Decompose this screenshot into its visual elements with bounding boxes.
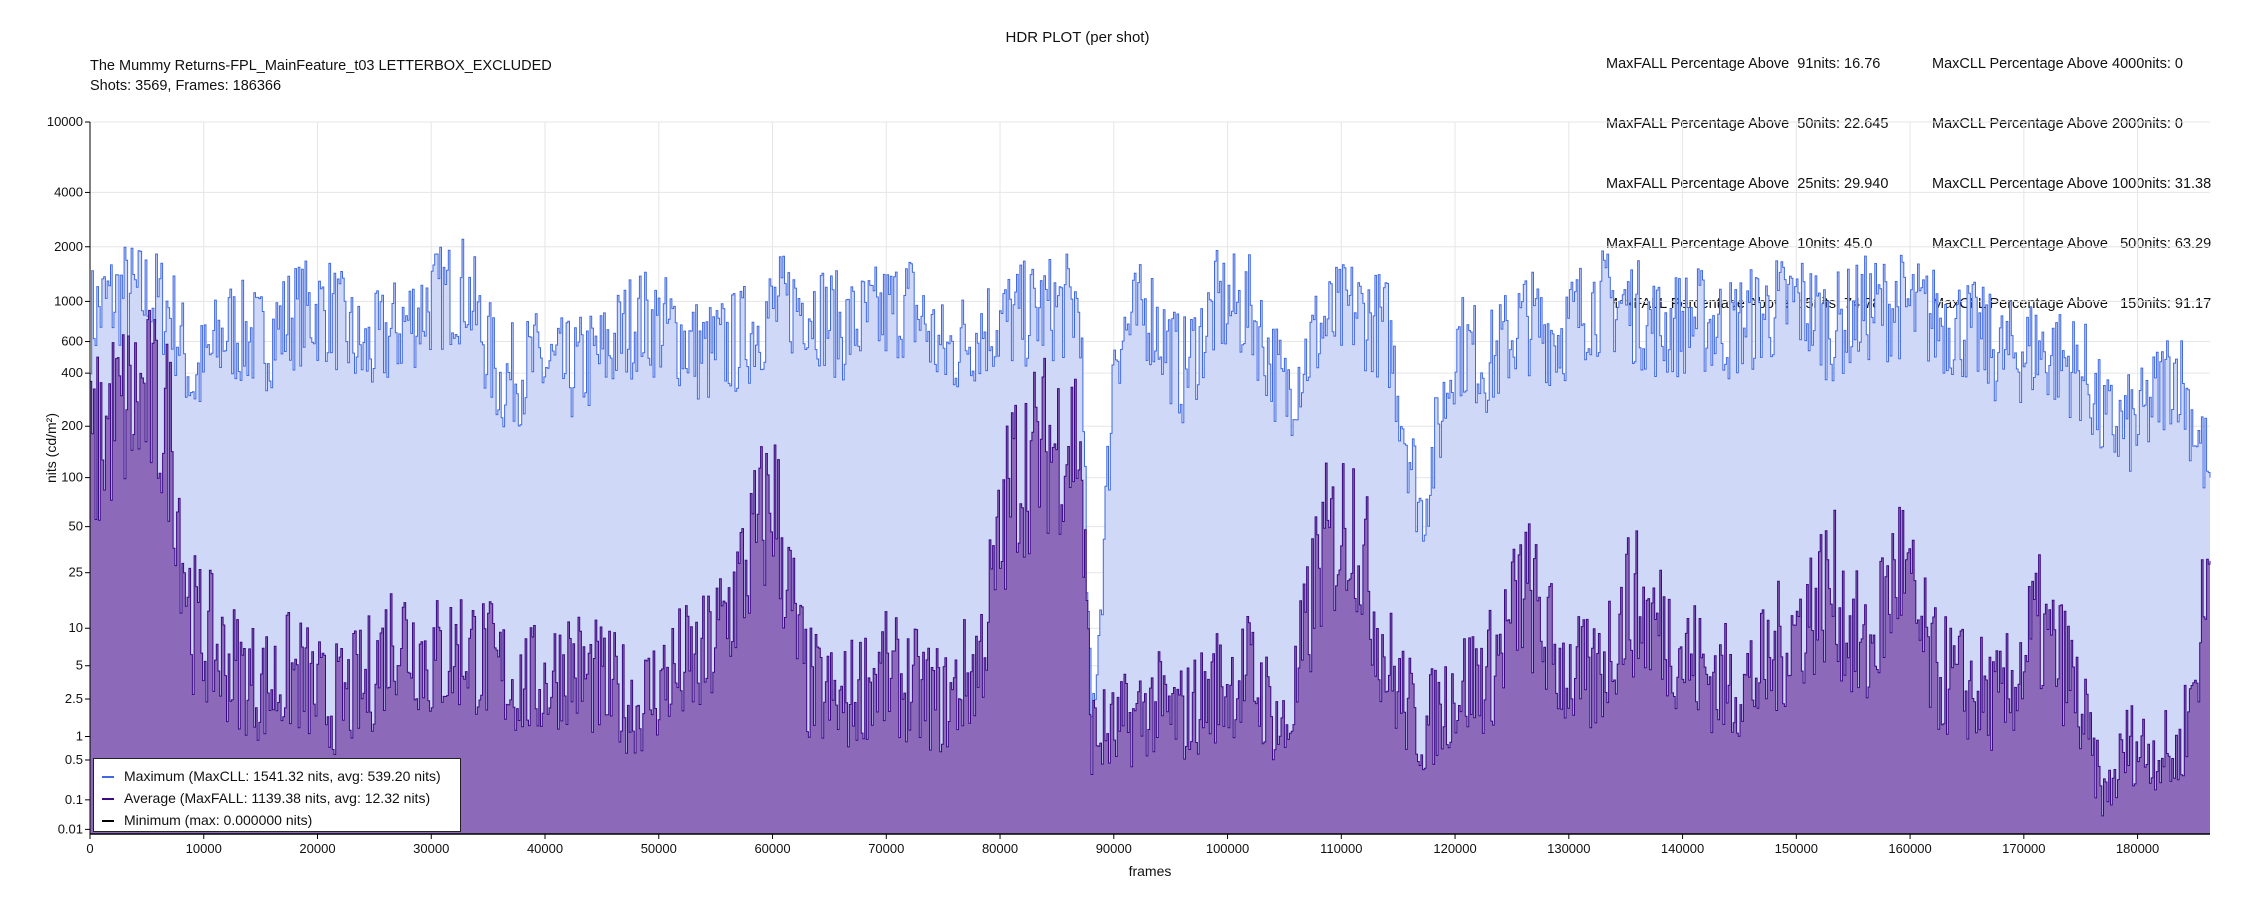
x-tick-label: 80000	[982, 841, 1018, 856]
y-tick-label: 600	[61, 334, 83, 349]
x-tick-label: 170000	[2002, 841, 2045, 856]
maxcll-stat: MaxCLL Percentage Above 2000nits: 0	[1932, 116, 2183, 132]
x-tick-label: 60000	[754, 841, 790, 856]
x-tick-label: 150000	[1775, 841, 1818, 856]
x-tick-label: 130000	[1547, 841, 1590, 856]
maxfall-stat: MaxFALL Percentage Above 91nits: 16.76	[1606, 56, 1881, 72]
x-tick-label: 100000	[1206, 841, 1249, 856]
average-series-area	[90, 310, 2210, 834]
average-series-line	[90, 309, 2211, 817]
y-tick-label: 2000	[54, 239, 83, 254]
y-tick-label: 1	[76, 729, 83, 744]
file-title: The Mummy Returns-FPL_MainFeature_t03 LE…	[90, 58, 552, 74]
y-axis-label: nits (cd/m²)	[43, 413, 59, 483]
legend-item-minimum: Minimum (max: 0.000000 nits)	[102, 810, 312, 830]
x-tick-label: 180000	[2116, 841, 2159, 856]
plot-title: HDR PLOT (per shot)	[1005, 29, 1150, 46]
maxfall-stats: MaxFALL Percentage Above 91nits: 16.76 M…	[1606, 14, 1888, 334]
y-tick-label: 10	[69, 620, 83, 635]
x-tick-label: 40000	[527, 841, 563, 856]
x-tick-label: 50000	[641, 841, 677, 856]
maxfall-stat: MaxFALL Percentage Above 50nits: 22.645	[1606, 116, 1889, 132]
legend-item-maximum: Maximum (MaxCLL: 1541.32 nits, avg: 539.…	[102, 766, 441, 786]
x-axis-label: frames	[1129, 863, 1172, 879]
x-tick-label: 140000	[1661, 841, 1704, 856]
y-tick-label: 0.5	[65, 752, 83, 767]
y-tick-label: 10000	[47, 114, 83, 129]
maxfall-stat: MaxFALL Percentage Above 10nits: 45.0	[1606, 236, 1873, 252]
x-tick-label: 70000	[868, 841, 904, 856]
legend-swatch-average	[102, 798, 114, 801]
x-tick-label: 10000	[186, 841, 222, 856]
x-tick-label: 0	[86, 841, 93, 856]
maxcll-stat: MaxCLL Percentage Above 4000nits: 0	[1932, 56, 2183, 72]
y-tick-label: 200	[61, 418, 83, 433]
shots-frames: Shots: 3569, Frames: 186366	[90, 78, 282, 94]
legend-item-average: Average (MaxFALL: 1139.38 nits, avg: 12.…	[102, 788, 430, 808]
y-tick-label: 4000	[54, 184, 83, 199]
file-info: The Mummy Returns-FPL_MainFeature_t03 LE…	[90, 56, 552, 96]
y-tick-label: 1000	[54, 293, 83, 308]
maximum-series-line	[90, 238, 2211, 718]
x-tick-label: 30000	[413, 841, 449, 856]
legend-label-minimum: Minimum (max: 0.000000 nits)	[124, 812, 313, 828]
x-tick-label: 20000	[299, 841, 335, 856]
y-tick-label: 100	[61, 470, 83, 485]
y-tick-label: 400	[61, 365, 83, 380]
legend-swatch-minimum	[102, 820, 114, 823]
x-tick-label: 160000	[1888, 841, 1931, 856]
legend-swatch-maximum	[102, 776, 114, 779]
y-tick-label: 2.5	[65, 691, 83, 706]
y-tick-label: 0.1	[65, 792, 83, 807]
y-tick-label: 50	[69, 519, 83, 534]
legend-label-maximum: Maximum (MaxCLL: 1541.32 nits, avg: 539.…	[124, 768, 441, 784]
y-tick-label: 0.01	[58, 821, 83, 836]
y-tick-label: 25	[69, 565, 83, 580]
x-tick-label: 120000	[1433, 841, 1476, 856]
maxcll-stats: MaxCLL Percentage Above 4000nits: 0 MaxC…	[1932, 14, 2211, 334]
y-tick-label: 5	[76, 658, 83, 673]
x-tick-label: 90000	[1096, 841, 1132, 856]
maxfall-stat: MaxFALL Percentage Above 25nits: 29.940	[1606, 176, 1889, 192]
chart-legend: Maximum (MaxCLL: 1541.32 nits, avg: 539.…	[93, 758, 461, 832]
maxcll-stat: MaxCLL Percentage Above 1000nits: 31.38	[1932, 176, 2212, 192]
legend-label-average: Average (MaxFALL: 1139.38 nits, avg: 12.…	[124, 790, 431, 806]
maxcll-stat: MaxCLL Percentage Above 500nits: 63.29	[1932, 236, 2212, 252]
x-tick-label: 110000	[1320, 841, 1362, 856]
